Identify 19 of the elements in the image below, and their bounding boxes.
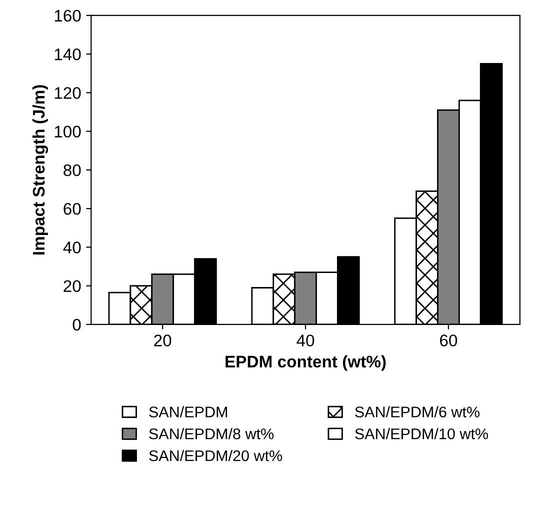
legend-label: SAN/EPDM/6 wt% <box>355 406 480 418</box>
y-tick-label: 160 <box>54 10 81 22</box>
x-tick-label: 20 <box>154 334 172 346</box>
y-tick-label: 100 <box>54 126 81 138</box>
legend-label: SAN/EPDM/8 wt% <box>149 428 274 440</box>
legend-label: SAN/EPDM <box>149 406 228 418</box>
legend-label: SAN/EPDM/10 wt% <box>355 428 488 440</box>
x-axis-title: EPDM content (wt%) <box>226 355 386 371</box>
y-tick-label: 80 <box>64 164 81 176</box>
y-tick-label: 20 <box>64 280 81 292</box>
y-tick-label: 140 <box>54 48 81 60</box>
y-tick-label: 40 <box>63 242 81 254</box>
x-tick-label: 40 <box>296 334 314 346</box>
y-tick-label: 0 <box>72 318 81 331</box>
y-tick-label: 120 <box>54 87 81 99</box>
x-tick-label: 60 <box>440 334 458 346</box>
y-axis-title: Impact Strength (J/m) <box>32 85 48 254</box>
y-tick-label: 60 <box>64 202 81 215</box>
legend-label: SAN/EPDM/20 wt% <box>149 450 282 462</box>
